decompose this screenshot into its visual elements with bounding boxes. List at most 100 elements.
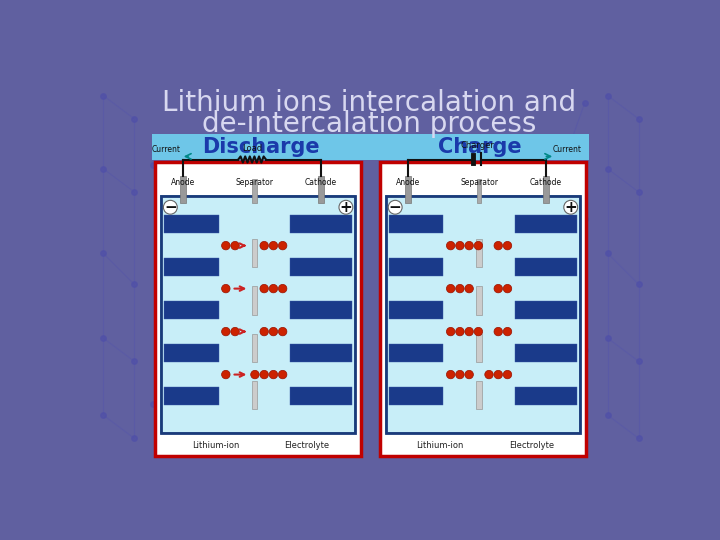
- Bar: [515, 344, 577, 362]
- Circle shape: [260, 285, 269, 293]
- Circle shape: [388, 200, 402, 214]
- Circle shape: [222, 285, 230, 293]
- Circle shape: [446, 285, 455, 293]
- Circle shape: [222, 241, 230, 250]
- Text: Anode: Anode: [171, 178, 195, 187]
- Bar: [251, 286, 257, 315]
- Circle shape: [269, 285, 278, 293]
- Text: Discharge: Discharge: [202, 137, 320, 157]
- Circle shape: [465, 327, 473, 336]
- Text: Charge: Charge: [438, 137, 522, 157]
- Bar: [477, 179, 482, 202]
- Circle shape: [474, 327, 482, 336]
- Bar: [389, 258, 444, 276]
- Bar: [515, 215, 577, 233]
- Bar: [164, 215, 218, 233]
- Circle shape: [231, 327, 239, 336]
- Text: +: +: [564, 200, 577, 215]
- Bar: [290, 344, 352, 362]
- Circle shape: [456, 241, 464, 250]
- Circle shape: [260, 241, 269, 250]
- Bar: [515, 301, 577, 319]
- Text: Separator: Separator: [235, 178, 273, 187]
- Circle shape: [503, 285, 512, 293]
- Bar: [251, 239, 257, 267]
- Bar: [477, 286, 482, 315]
- Bar: [405, 176, 411, 202]
- Circle shape: [503, 327, 512, 336]
- Bar: [290, 215, 352, 233]
- Bar: [164, 387, 218, 405]
- Circle shape: [251, 370, 259, 379]
- Text: Electrolyte: Electrolyte: [284, 441, 329, 450]
- Bar: [379, 162, 586, 456]
- Bar: [252, 179, 256, 202]
- Bar: [290, 258, 352, 276]
- Bar: [477, 334, 482, 362]
- Circle shape: [231, 241, 239, 250]
- Bar: [386, 197, 580, 433]
- Circle shape: [494, 285, 503, 293]
- Bar: [155, 162, 361, 456]
- Circle shape: [503, 241, 512, 250]
- Circle shape: [279, 285, 287, 293]
- Circle shape: [260, 370, 269, 379]
- Circle shape: [456, 285, 464, 293]
- Circle shape: [465, 370, 473, 379]
- Text: Charger: Charger: [460, 141, 494, 150]
- Circle shape: [474, 241, 482, 250]
- Text: Current: Current: [152, 145, 181, 154]
- Circle shape: [222, 327, 230, 336]
- Text: Lithium-ion: Lithium-ion: [192, 441, 239, 450]
- Circle shape: [222, 370, 230, 379]
- Text: Electrolyte: Electrolyte: [509, 441, 554, 450]
- Bar: [515, 387, 577, 405]
- Circle shape: [494, 370, 503, 379]
- Bar: [164, 258, 218, 276]
- Circle shape: [503, 370, 512, 379]
- Text: de-intercalation process: de-intercalation process: [202, 110, 536, 138]
- Circle shape: [446, 370, 455, 379]
- Bar: [515, 258, 577, 276]
- Circle shape: [485, 370, 493, 379]
- Bar: [251, 381, 257, 409]
- Circle shape: [465, 241, 473, 250]
- Circle shape: [465, 285, 473, 293]
- Circle shape: [279, 327, 287, 336]
- Text: Anode: Anode: [396, 178, 420, 187]
- Bar: [477, 381, 482, 409]
- Circle shape: [446, 241, 455, 250]
- Bar: [251, 334, 257, 362]
- Bar: [543, 176, 549, 202]
- Circle shape: [279, 241, 287, 250]
- Bar: [389, 301, 444, 319]
- Circle shape: [456, 327, 464, 336]
- Text: Lithium ions intercalation and: Lithium ions intercalation and: [162, 89, 576, 117]
- Bar: [164, 301, 218, 319]
- Bar: [389, 387, 444, 405]
- Bar: [161, 197, 355, 433]
- Circle shape: [269, 370, 278, 379]
- Text: Lithium-ion: Lithium-ion: [417, 441, 464, 450]
- Bar: [290, 301, 352, 319]
- Circle shape: [446, 327, 455, 336]
- Text: +: +: [340, 200, 352, 215]
- Circle shape: [279, 370, 287, 379]
- Bar: [152, 134, 589, 160]
- Text: Separator: Separator: [460, 178, 498, 187]
- Circle shape: [339, 200, 353, 214]
- Bar: [477, 239, 482, 267]
- Circle shape: [260, 327, 269, 336]
- Text: −: −: [389, 200, 402, 215]
- Bar: [386, 197, 580, 433]
- Text: Load: Load: [242, 144, 262, 153]
- Circle shape: [456, 370, 464, 379]
- Circle shape: [494, 327, 503, 336]
- Bar: [389, 344, 444, 362]
- Text: −: −: [164, 200, 176, 215]
- Bar: [180, 176, 186, 202]
- Text: Cathode: Cathode: [530, 178, 562, 187]
- Circle shape: [269, 327, 278, 336]
- Text: Cathode: Cathode: [305, 178, 337, 187]
- Circle shape: [564, 200, 577, 214]
